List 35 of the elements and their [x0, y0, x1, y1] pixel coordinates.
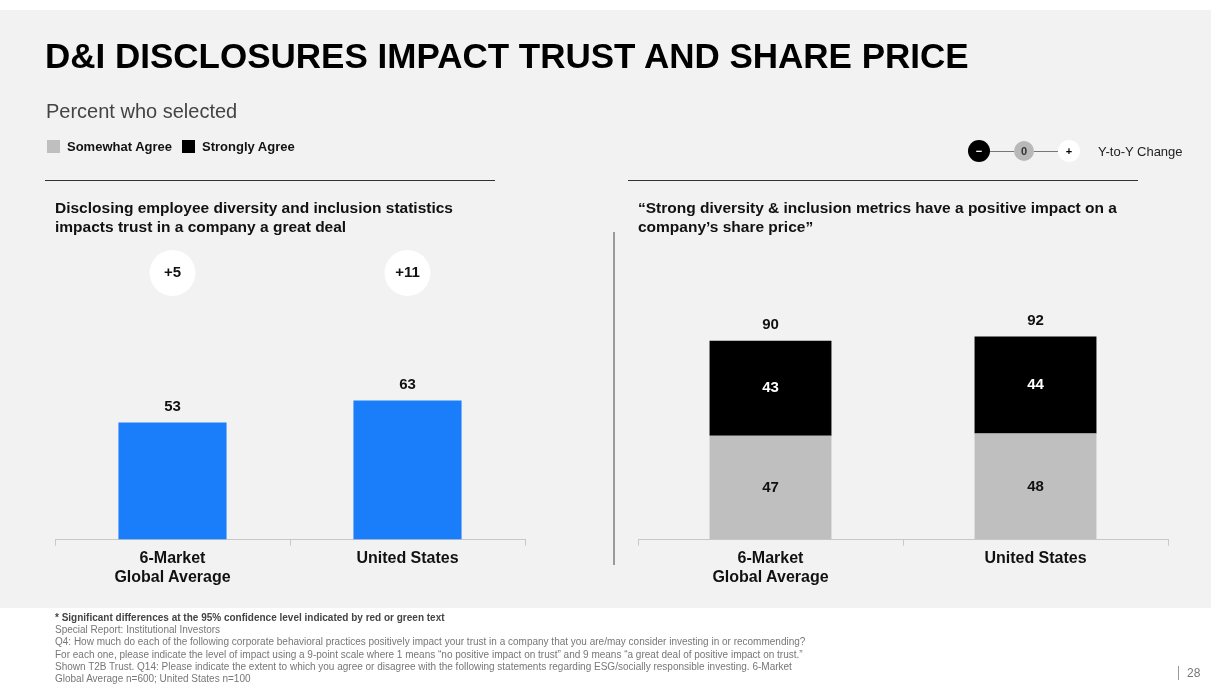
data-label: 44 — [1027, 375, 1045, 393]
data-label: 48 — [1027, 476, 1044, 494]
data-label: 47 — [762, 477, 779, 495]
bar — [974, 336, 1097, 434]
data-label: 53 — [164, 397, 181, 415]
text: Special Report: Institutional Investors — [55, 624, 222, 637]
text: Percent who selected — [46, 100, 238, 123]
category-label: − — [968, 140, 990, 162]
x-tick-label: United States — [984, 548, 1087, 566]
chart-title: Disclosing employee diversity and inclusion statistics impacts trust in a company a great deal — [55, 198, 454, 236]
text: Global Average n=600; United States n=100 — [55, 673, 252, 686]
total-label: 92 — [1027, 311, 1044, 329]
text: +11 — [395, 263, 420, 281]
data-label: 63 — [399, 375, 416, 393]
bar — [974, 433, 1097, 540]
category-label: 0 — [1014, 141, 1034, 161]
bar — [709, 435, 832, 540]
text: Q4: How much do each of the following corporate behavioral practices positively impact your trust in a company that you are/may consider investing in or recommending? — [55, 636, 807, 649]
legend-title: Y-to-Y Change — [1098, 143, 1183, 159]
legend-label: Somewhat Agree — [67, 139, 172, 154]
data-label: 43 — [762, 378, 779, 396]
legend-label: Strongly Agree — [202, 139, 295, 154]
category-label: + — [1058, 140, 1080, 162]
x-tick-label: 6-Market Global Average — [712, 548, 829, 585]
text: For each one, please indicate the level of impact using a 9-point scale where 1 means “no positive impact on trust” and 9 means “a great deal of positive impact on trust.” — [55, 648, 804, 661]
text: +5 — [163, 263, 182, 281]
text: * Significant differences at the 95% confidence level indicated by red or green text — [55, 612, 446, 625]
text: Shown T2B Trust. Q14: Please indicate the extent to which you agree or disagree with the following statements regarding ESG/socially responsible investing. 6-Market — [55, 660, 793, 674]
bar — [709, 340, 832, 436]
x-tick-label: 6-Market Global Average — [114, 548, 231, 585]
x-tick-label: United States — [356, 548, 459, 566]
text: D&I DISCLOSURES IMPACT TRUST AND SHARE PRICE — [45, 36, 969, 76]
total-label: 90 — [762, 315, 779, 333]
text: 28 — [1178, 666, 1201, 680]
chart-title: “Strong diversity & inclusion metrics have a positive impact on a company’s share price” — [638, 198, 1118, 236]
